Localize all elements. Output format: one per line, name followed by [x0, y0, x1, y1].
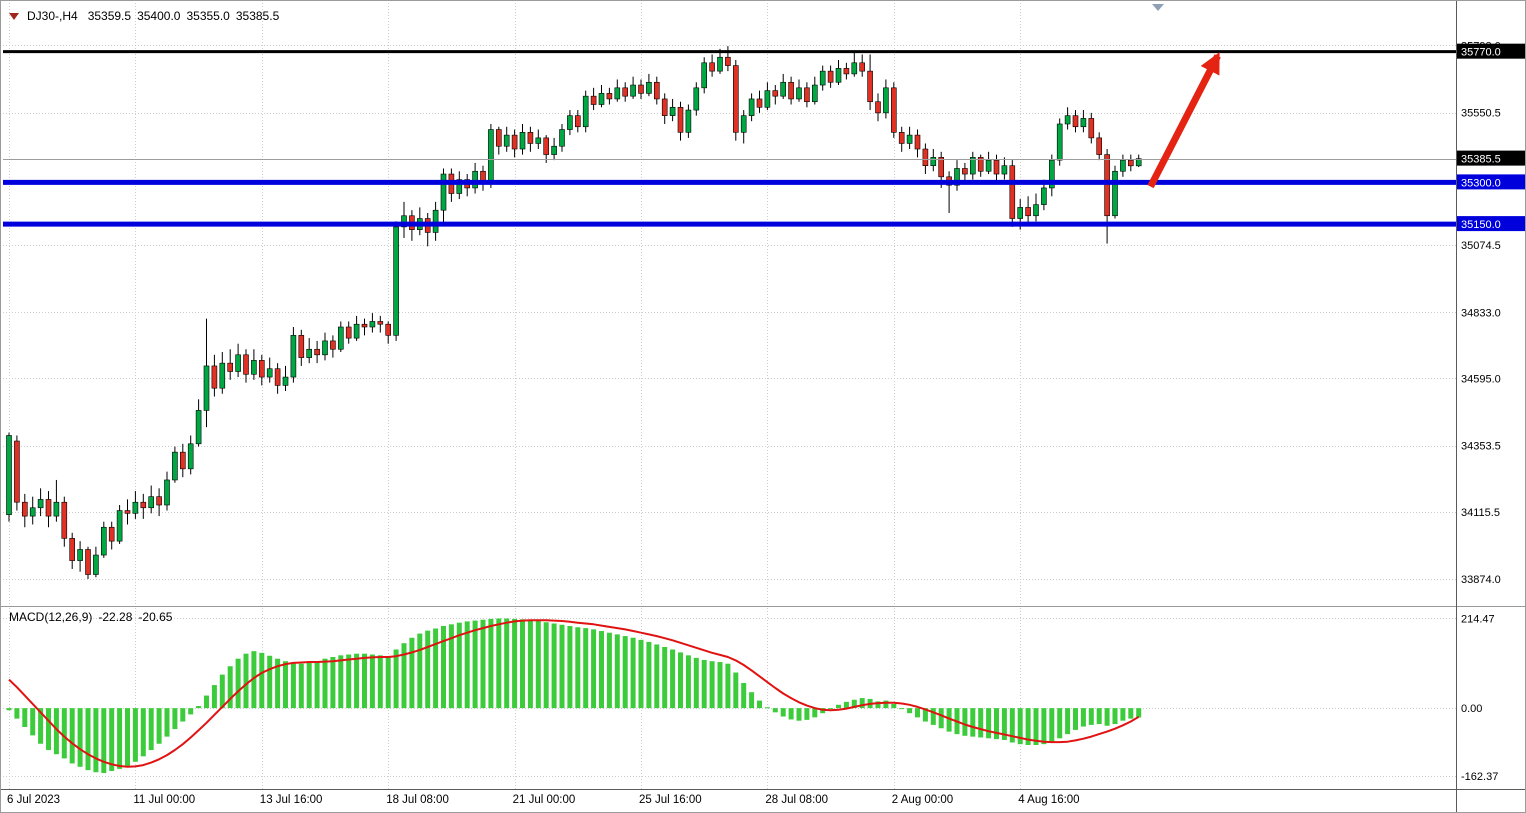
macd-main-value: -22.28	[98, 610, 133, 624]
svg-text:6 Jul 2023: 6 Jul 2023	[7, 794, 60, 806]
svg-text:-162.37: -162.37	[1461, 771, 1498, 783]
macd-histogram	[6, 618, 1142, 774]
trend-arrow[interactable]	[1147, 52, 1221, 189]
svg-text:34115.5: 34115.5	[1461, 507, 1500, 519]
time-axis[interactable]: 6 Jul 2023 11 Jul 00:00 13 Jul 16:00 18 Jul…	[7, 794, 1080, 806]
price-badge	[1457, 216, 1525, 232]
svg-text:35550.5: 35550.5	[1461, 108, 1501, 120]
svg-text:34833.0: 34833.0	[1461, 307, 1501, 319]
svg-text:18 Jul 08:00: 18 Jul 08:00	[386, 794, 449, 806]
price-badge	[1457, 174, 1525, 190]
ohlc-close-value: 35385.5	[235, 9, 280, 23]
svg-text:21 Jul 00:00: 21 Jul 00:00	[513, 794, 576, 806]
ohlc-open-value: 35359.5	[87, 9, 132, 23]
symbol-timeframe-label: DJ30-,H4	[27, 9, 78, 23]
svg-text:25 Jul 16:00: 25 Jul 16:00	[639, 794, 702, 806]
svg-text:11 Jul 00:00: 11 Jul 00:00	[133, 794, 195, 806]
svg-text:2 Aug 00:00: 2 Aug 00:00	[892, 794, 953, 806]
candles[interactable]	[6, 46, 1142, 579]
svg-text:35385.5: 35385.5	[1461, 154, 1501, 166]
chart-shift-marker-icon[interactable]	[1152, 4, 1164, 11]
svg-text:13 Jul 16:00: 13 Jul 16:00	[260, 794, 323, 806]
svg-text:35074.5: 35074.5	[1461, 240, 1501, 252]
svg-text:214.47: 214.47	[1461, 613, 1495, 625]
macd-indicator-label: MACD(12,26,9) -22.28 -20.65	[9, 610, 172, 624]
price-axis[interactable]: 35793.035550.535074.534833.034595.034353…	[1457, 40, 1526, 783]
price-badge	[1457, 150, 1525, 166]
svg-text:0.00: 0.00	[1461, 703, 1482, 715]
svg-text:34595.0: 34595.0	[1461, 373, 1501, 385]
macd-signal-value: -20.65	[138, 610, 173, 624]
svg-text:33874.0: 33874.0	[1461, 574, 1501, 586]
symbol-marker-icon	[9, 12, 19, 20]
svg-text:34353.5: 34353.5	[1461, 441, 1501, 453]
ohlc-high-value: 35400.0	[137, 9, 181, 23]
macd-signal-line	[8, 619, 1140, 768]
price-badge	[1457, 43, 1525, 59]
svg-text:35300.0: 35300.0	[1461, 177, 1501, 189]
macd-name-label: MACD(12,26,9)	[9, 610, 93, 624]
svg-text:35770.0: 35770.0	[1461, 47, 1501, 59]
chart-title: DJ30-,H4 35359.5 35400.0 35355.0 35385.5	[9, 9, 279, 23]
svg-text:35150.0: 35150.0	[1461, 219, 1501, 231]
svg-text:4 Aug 16:00: 4 Aug 16:00	[1018, 794, 1079, 806]
level-lines[interactable]	[3, 50, 1456, 227]
ohlc-low-value: 35355.0	[186, 9, 230, 23]
svg-text:28 Jul 08:00: 28 Jul 08:00	[765, 794, 828, 806]
